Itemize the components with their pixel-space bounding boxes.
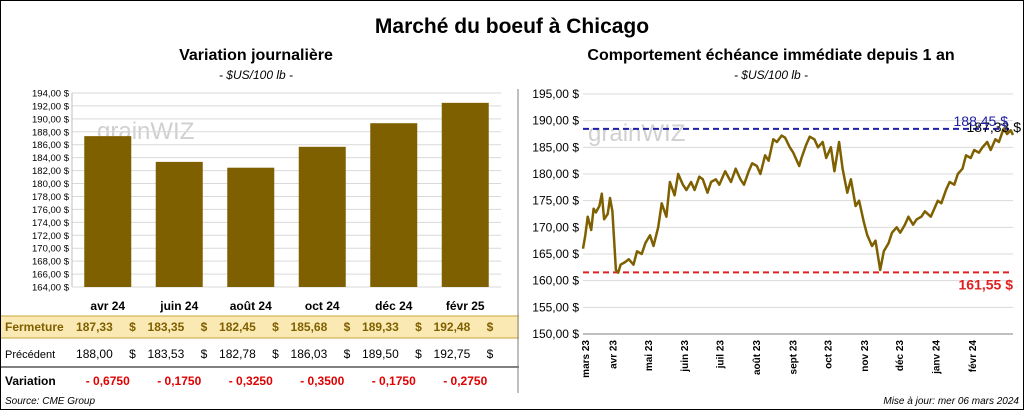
table-cell: 187,33 [76, 320, 113, 334]
table-cell: 189,33 [362, 320, 399, 334]
fermeture-row-bg [1, 316, 519, 338]
page-title: Marché du boeuf à Chicago [374, 15, 650, 38]
table-cell: - 0,3500 [300, 374, 344, 388]
y-tick-label: 185,00 $ [532, 140, 579, 154]
table-currency: $ [415, 347, 422, 361]
table-currency: $ [487, 347, 494, 361]
update-note: Mise à jour: mer 06 mars 2024 [883, 396, 1019, 407]
y-tick-label: 150,00 $ [532, 327, 579, 341]
y-tick-label: 186,00 $ [32, 140, 70, 151]
table-currency: $ [272, 347, 279, 361]
table-cell: - 0,2750 [443, 374, 487, 388]
table-cell: 189,50 [362, 347, 399, 361]
table-cell: - 0,1750 [372, 374, 416, 388]
table-cell: - 0,1750 [157, 374, 201, 388]
y-tick-label: 195,00 $ [532, 87, 579, 101]
x-tick-label: mai 23 [644, 340, 655, 372]
x-tick-label: juil 23 [715, 340, 726, 370]
table-cell: - 0,6750 [86, 374, 130, 388]
y-tick-label: 178,00 $ [32, 192, 70, 203]
x-tick-label: mars 23 [581, 340, 592, 378]
y-tick-label: 170,00 $ [32, 244, 70, 255]
x-tick-label: août 23 [752, 340, 763, 375]
right-panel-title: Comportement échéance immédiate depuis 1… [587, 47, 955, 64]
last-price-label: 187,33 $ [967, 119, 1022, 135]
x-tick-label: janv 24 [932, 340, 943, 375]
high-price-label: 188,45 $ [954, 113, 1009, 129]
y-tick-label: 165,00 $ [532, 247, 579, 261]
y-tick-label: 170,00 $ [532, 220, 579, 234]
row-label-2: Variation [5, 374, 56, 388]
category-label: août 24 [230, 299, 272, 313]
category-label: févr 25 [446, 299, 485, 313]
y-tick-label: 175,00 $ [532, 194, 579, 208]
table-currency: $ [344, 347, 351, 361]
row-label-1: Précédent [5, 349, 55, 361]
table-currency: $ [129, 347, 136, 361]
table-cell: 192,48 [434, 320, 471, 334]
row-label-0: Fermeture [5, 320, 64, 334]
category-label: avr 24 [90, 299, 125, 313]
y-tick-label: 190,00 $ [32, 114, 70, 125]
line-chart: grainWIZ 150,00 $ 155,00 $ 160,00 $ 165,00 $… [532, 87, 1022, 378]
table-currency: $ [201, 347, 208, 361]
table-cell: 188,00 [76, 347, 113, 361]
y-tick-label: 164,00 $ [32, 283, 70, 294]
y-tick-label: 182,00 $ [32, 166, 70, 177]
table-cell: 192,75 [434, 347, 471, 361]
bar [298, 146, 346, 287]
low-price-label: 161,55 $ [959, 276, 1014, 292]
bar [155, 161, 203, 287]
x-tick-label: sept 23 [788, 340, 799, 375]
bar [370, 123, 418, 287]
category-label: déc 24 [375, 299, 413, 313]
y-tick-label: 180,00 $ [532, 167, 579, 181]
y-tick-label: 192,00 $ [32, 101, 70, 112]
y-tick-label: 176,00 $ [32, 205, 70, 216]
y-tick-label: 184,00 $ [32, 153, 70, 164]
table-currency: $ [344, 320, 351, 334]
table-cell: 182,45 [219, 320, 256, 334]
y-tick-label: 168,00 $ [32, 257, 70, 268]
x-tick-label: oct 23 [824, 340, 835, 369]
bar [227, 167, 275, 287]
y-tick-label: 188,00 $ [32, 127, 70, 138]
table-cell: 185,68 [291, 320, 328, 334]
table-cell: 183,35 [148, 320, 185, 334]
table-cell: 186,03 [291, 347, 328, 361]
left-panel-subtitle: - $US/100 lb - [218, 68, 294, 82]
table-cell: 183,53 [148, 347, 185, 361]
left-panel-title: Variation journalière [179, 47, 333, 64]
x-tick-label: déc 23 [895, 340, 906, 372]
table-currency: $ [272, 320, 279, 334]
y-tick-label: 174,00 $ [32, 218, 70, 229]
x-tick-label: avr 23 [609, 340, 620, 369]
category-label: oct 24 [305, 299, 340, 313]
y-tick-label: 172,00 $ [32, 231, 70, 242]
table-cell: - 0,3250 [229, 374, 273, 388]
y-tick-label: 166,00 $ [32, 270, 70, 281]
bar [84, 136, 132, 287]
y-tick-label: 194,00 $ [32, 89, 70, 100]
price-line [581, 127, 1015, 274]
watermark: grainWIZ [588, 120, 685, 147]
source-note: Source: CME Group [5, 396, 96, 407]
y-tick-label: 180,00 $ [32, 179, 70, 190]
category-label: juin 24 [159, 299, 198, 313]
bar [441, 102, 489, 287]
table-currency: $ [201, 320, 208, 334]
table-currency: $ [487, 320, 494, 334]
y-tick-label: 155,00 $ [532, 300, 579, 314]
x-tick-label: nov 23 [860, 340, 871, 372]
y-tick-label: 160,00 $ [532, 274, 579, 288]
table-cell: 182,78 [219, 347, 256, 361]
y-tick-label: 190,00 $ [532, 114, 579, 128]
table-currency: $ [415, 320, 422, 334]
table-currency: $ [129, 320, 136, 334]
x-tick-label: févr 24 [968, 340, 979, 373]
x-tick-label: juin 23 [680, 340, 691, 373]
right-panel-subtitle: - $US/100 lb - [733, 68, 809, 82]
